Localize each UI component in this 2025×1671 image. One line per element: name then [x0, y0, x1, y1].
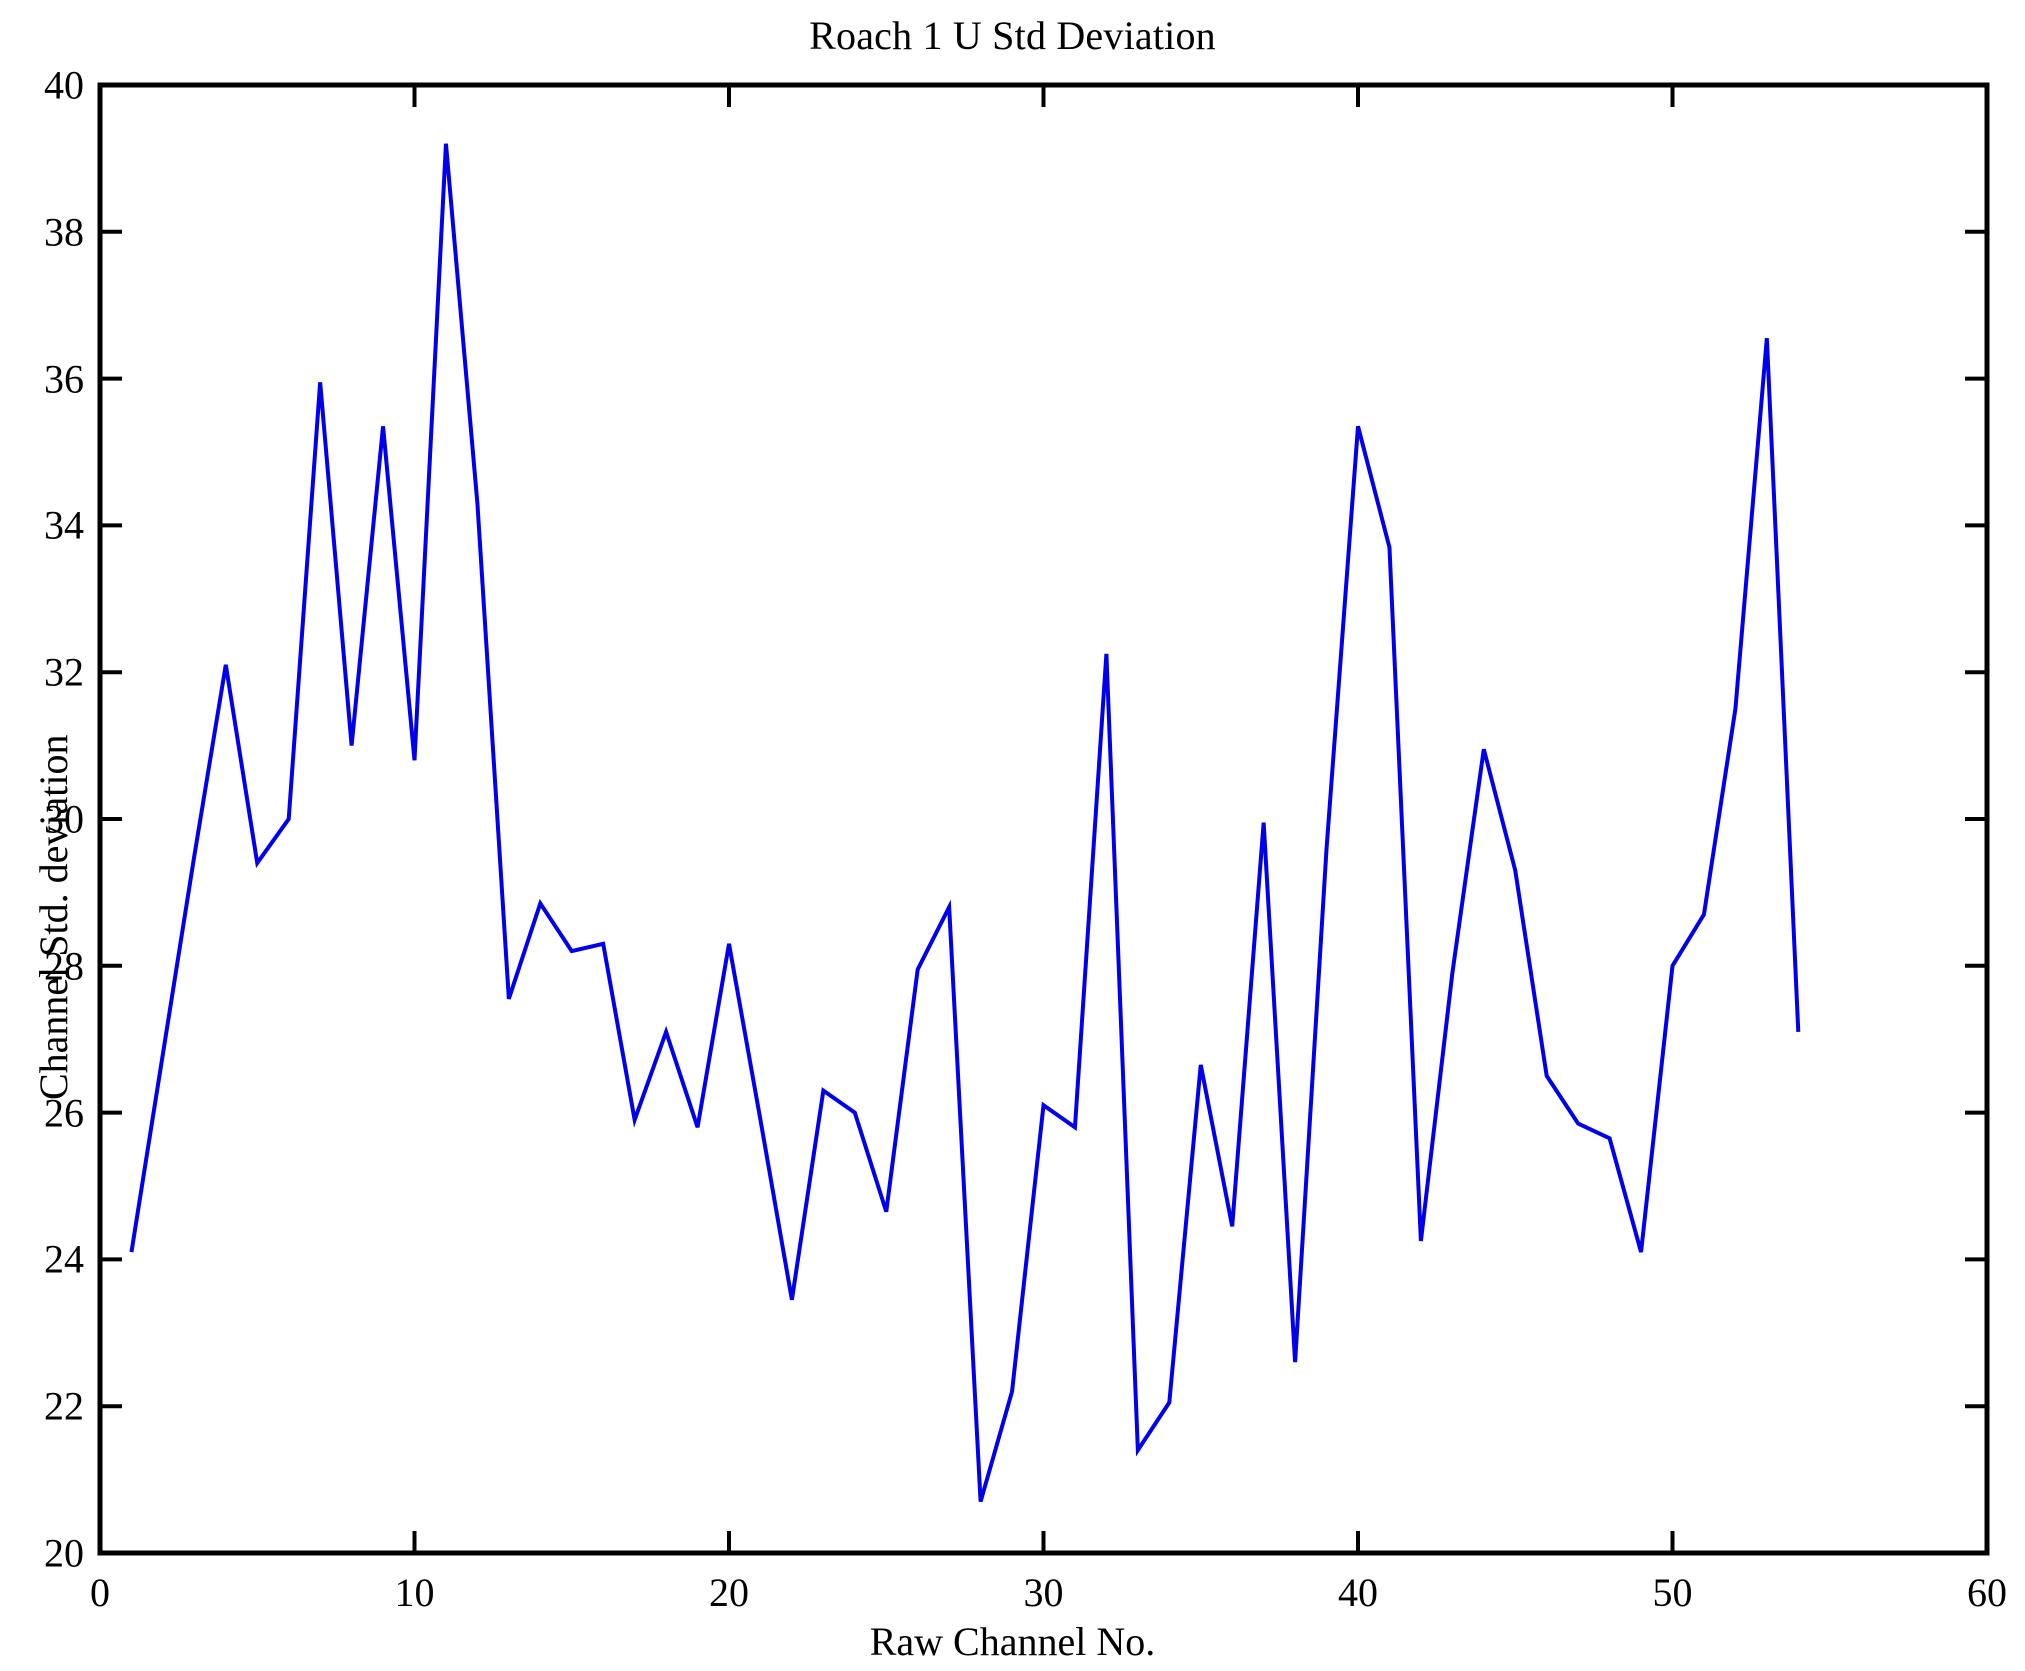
y-tick-label: 36	[44, 356, 84, 402]
y-tick-label: 24	[44, 1236, 84, 1282]
axes-frame	[97, 82, 1990, 1556]
x-axis-ticks	[412, 85, 1675, 1553]
y-tick-label: 22	[44, 1383, 84, 1429]
x-tick-label: 20	[709, 1570, 749, 1615]
x-axis-label: Raw Channel No.	[869, 1619, 1156, 1664]
y-tick-label: 38	[44, 209, 84, 255]
x-tick-label: 10	[394, 1570, 435, 1615]
y-tick-label: 30	[44, 796, 84, 842]
x-tick-label: 40	[1338, 1570, 1378, 1615]
y-tick-label: 40	[44, 62, 84, 108]
y-axis-label: Channel Std. deviation	[31, 734, 76, 1100]
y-tick-label: 28	[44, 943, 84, 989]
y-tick-label: 34	[44, 502, 84, 548]
x-tick-label: 60	[1967, 1570, 2007, 1615]
y-axis-ticks	[100, 229, 1987, 1409]
page-title: Roach 1 U Std Deviation	[809, 13, 1216, 58]
x-tick-label: 0	[90, 1570, 110, 1615]
y-tick-label: 26	[44, 1090, 84, 1136]
data-series-line	[129, 143, 1801, 1503]
y-tick-label: 20	[44, 1530, 84, 1576]
x-tick-label: 50	[1652, 1570, 1693, 1615]
y-tick-label: 32	[44, 649, 84, 695]
x-tick-label: 30	[1023, 1570, 1064, 1615]
